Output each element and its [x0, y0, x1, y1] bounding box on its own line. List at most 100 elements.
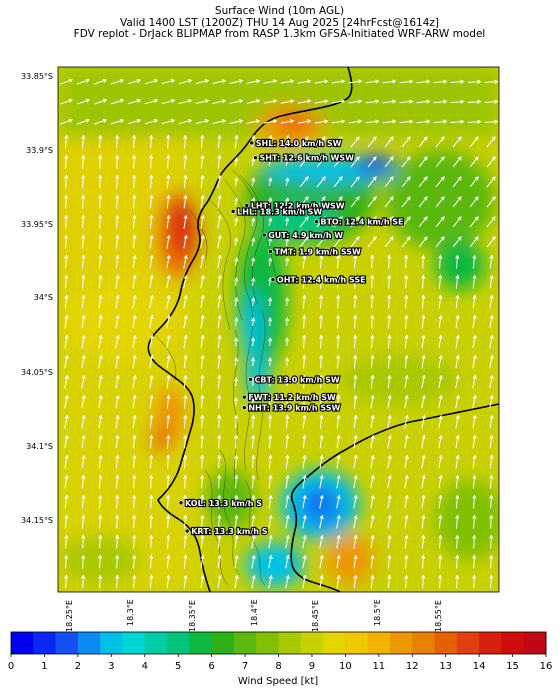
station-label-bto: BTO: 12.4 km/h SE [320, 218, 403, 227]
wind-arrow [234, 156, 239, 167]
wind-arrow [132, 334, 137, 349]
wind-arrow [302, 394, 307, 409]
wind-arrow [64, 214, 69, 229]
wind-arrow [234, 534, 239, 549]
wind-arrow [234, 257, 239, 267]
wind-arrow [267, 296, 273, 307]
wind-arrow [132, 414, 137, 429]
map-title-line-1: Surface Wind (10m AGL) [214, 5, 345, 17]
wind-arrow [435, 216, 445, 228]
colorbar-tick-label: 16 [540, 661, 553, 672]
wind-arrow [64, 174, 69, 189]
wind-arrow [166, 574, 171, 589]
wind-arrow [183, 494, 188, 509]
lat-tick-label: 34.1°S [26, 442, 53, 451]
wind-arrow [234, 217, 239, 227]
wind-arrow [472, 274, 477, 289]
station-marker-lhl [230, 208, 236, 214]
wind-arrow [455, 274, 460, 289]
wind-arrow [489, 374, 494, 389]
wind-arrow [387, 514, 392, 529]
wind-arrow [489, 554, 494, 569]
wind-arrow [489, 314, 494, 329]
wind-arrow [98, 374, 103, 389]
wind-arrow [387, 354, 392, 369]
wind-arrow [299, 176, 309, 188]
wind-arrow [438, 354, 443, 369]
wind-arrow [401, 136, 411, 148]
wind-arrow [81, 414, 86, 429]
wind-arrow [435, 196, 445, 208]
wind-arrow [200, 574, 205, 589]
wind-arrow [217, 194, 222, 209]
wind-arrow [469, 236, 479, 248]
wind-arrow [472, 574, 477, 589]
wind-arrow [127, 118, 142, 125]
wind-arrow [399, 119, 414, 124]
wind-arrow [268, 574, 273, 589]
wind-arrow [149, 294, 154, 309]
wind-arrow [183, 554, 188, 569]
wind-arrow [348, 99, 363, 104]
station-label-nht: NHT: 13.9 km/h SSW [248, 404, 340, 413]
wind-arrow [217, 474, 222, 489]
wind-arrow [110, 118, 125, 125]
wind-arrow [59, 98, 74, 105]
wind-arrow [302, 294, 307, 309]
wind-arrow [370, 354, 375, 369]
wind-arrow [489, 294, 494, 309]
wind-arrow [387, 474, 392, 489]
wind-arrow [200, 234, 205, 249]
wind-arrow [59, 118, 74, 125]
station-label-tmt: TMT: 1.9 km/h SSW [274, 247, 361, 256]
station-label-shl: SHL: 14.0 km/h SW [256, 139, 342, 148]
wind-arrow [285, 454, 290, 469]
wind-arrow [200, 434, 205, 449]
wind-arrow [217, 454, 222, 469]
wind-arrow [98, 134, 103, 149]
station-marker-krt [184, 528, 190, 534]
wind-arrow [115, 334, 120, 349]
wind-arrow [166, 154, 171, 169]
wind-arrow [404, 434, 409, 449]
wind-speed-field [58, 67, 499, 592]
wind-arrow [384, 216, 394, 228]
wind-arrow [285, 494, 290, 509]
wind-arrow [280, 119, 295, 124]
wind-arrow [484, 119, 499, 124]
wind-arrow [316, 156, 326, 168]
wind-arrow [438, 314, 443, 329]
wind-arrow [166, 494, 171, 509]
wind-arrow [98, 194, 103, 209]
wind-arrow [217, 254, 222, 269]
wind-arrow [280, 79, 295, 84]
wind-arrow [195, 79, 210, 85]
wind-arrow [404, 494, 409, 509]
wind-arrow [489, 354, 494, 369]
wind-arrow [234, 296, 239, 307]
wind-arrow [115, 194, 120, 209]
wind-arrow [98, 574, 103, 589]
wind-arrow [263, 99, 278, 104]
wind-arrow [302, 314, 307, 329]
wind-arrow [251, 414, 256, 429]
wind-arrow [336, 334, 341, 349]
wind-arrow [183, 174, 188, 189]
wind-arrow [149, 334, 154, 349]
wind-arrow [132, 494, 137, 509]
wind-arrow [438, 334, 443, 349]
wind-arrow [64, 294, 69, 309]
wind-arrow [132, 314, 137, 329]
wind-arrow [251, 434, 256, 449]
wind-arrow [251, 296, 256, 307]
wind-arrow [489, 274, 494, 289]
wind-arrow [132, 454, 137, 469]
wind-arrow [421, 394, 426, 409]
wind-arrow [200, 474, 205, 489]
wind-arrow [435, 156, 445, 168]
wind-arrow [81, 554, 86, 569]
wind-arrow [421, 554, 426, 569]
wind-arrow [250, 396, 256, 407]
wind-arrow [455, 294, 460, 309]
wind-arrow [98, 174, 103, 189]
